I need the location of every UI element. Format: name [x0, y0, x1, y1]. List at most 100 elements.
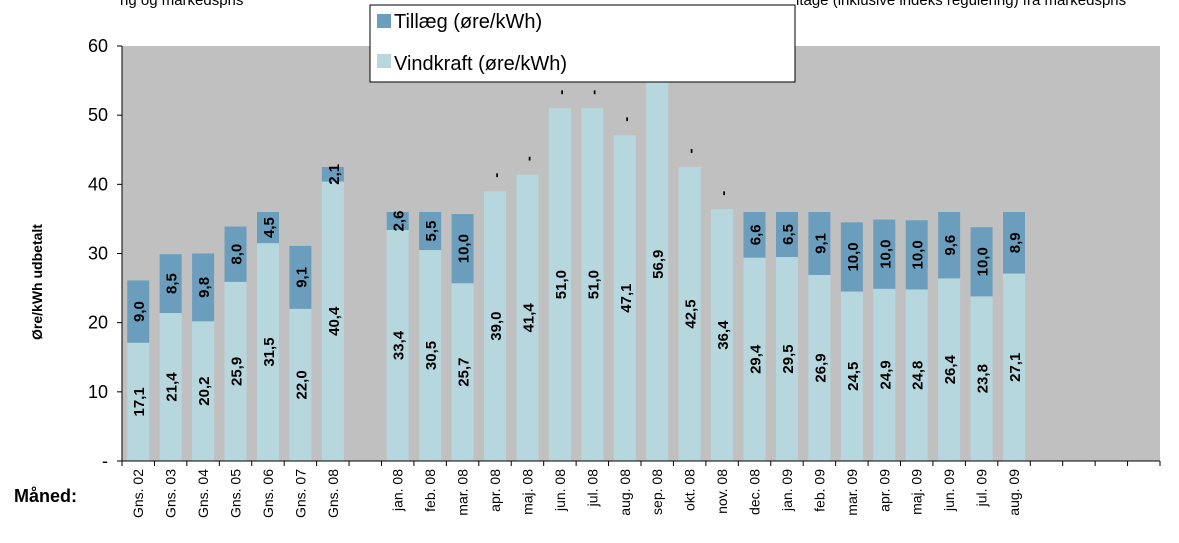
- x-tick-label: aug. 09: [1006, 469, 1022, 516]
- bar-tillaeg: [808, 212, 831, 275]
- bar-vindkraft: [711, 209, 734, 461]
- data-label-vindkraft: 22,0: [293, 370, 310, 399]
- bar-vindkraft: [289, 308, 312, 461]
- bar-vindkraft: [808, 274, 831, 461]
- data-label-vindkraft: 24,8: [910, 361, 927, 390]
- data-label-vindkraft: 51,0: [585, 270, 602, 299]
- x-tick-label: jul. 08: [584, 469, 600, 508]
- data-label-vindkraft: 25,9: [229, 357, 246, 386]
- y-tick-label: 10: [88, 382, 108, 402]
- data-label-tillaeg: 6,5: [780, 224, 797, 245]
- data-label-vindkraft: 24,5: [845, 362, 862, 391]
- legend-entry-tillaeg: Tillæg (øre/kWh): [394, 11, 542, 33]
- x-tick-label: jun. 09: [941, 469, 957, 512]
- y-tick-label: 30: [88, 244, 108, 264]
- x-tick-label: feb. 08: [422, 469, 438, 512]
- x-tick-label: sep. 08: [649, 469, 665, 515]
- data-label-tillaeg: 9,6: [942, 235, 959, 256]
- data-label-tillaeg: 9,1: [812, 233, 829, 254]
- x-tick-label: maj. 09: [909, 469, 925, 515]
- data-label-tillaeg: 5,5: [423, 221, 440, 242]
- bar-vindkraft: [970, 296, 993, 461]
- bar-vindkraft: [548, 108, 571, 461]
- bars-group: [127, 67, 1026, 462]
- x-tick-label: Gns. 06: [260, 469, 276, 518]
- x-tick-label: okt. 08: [682, 469, 698, 511]
- bar-vindkraft: [938, 278, 961, 461]
- x-tick-label: apr. 09: [876, 469, 892, 512]
- data-label-tillaeg: 10,0: [845, 242, 862, 271]
- x-tick-label: Gns. 07: [292, 469, 308, 518]
- x-tick-label: jan. 08: [390, 469, 406, 512]
- data-label-vindkraft: 21,4: [164, 372, 181, 402]
- data-label-vindkraft: 33,4: [391, 330, 408, 360]
- bar-tillaeg: [938, 212, 961, 279]
- bar-tillaeg: [873, 219, 896, 289]
- x-tick-label: jul. 09: [974, 469, 990, 508]
- x-axis-title: Måned:: [14, 486, 77, 506]
- data-label-tillaeg: -: [585, 90, 602, 95]
- data-label-tillaeg: 2,1: [326, 164, 343, 185]
- y-axis-title: Øre/kWh udbetalt: [29, 224, 45, 340]
- bar-tillaeg: [743, 212, 766, 258]
- chart-title-fragment-right: ltage (inklusive indeks regulering) fra …: [796, 0, 1126, 9]
- bar-tillaeg: [386, 212, 409, 230]
- bar-tillaeg: [905, 220, 928, 290]
- x-tick-label: Gns. 08: [325, 469, 341, 518]
- x-tick-label: maj. 08: [519, 469, 535, 515]
- data-label-tillaeg: 2,6: [391, 211, 408, 232]
- data-label-tillaeg: 9,0: [131, 301, 148, 322]
- data-label-vindkraft: 39,0: [488, 312, 505, 341]
- data-label-vindkraft: 27,1: [1007, 353, 1024, 382]
- data-label-tillaeg: 10,0: [910, 240, 927, 269]
- bar-tillaeg: [159, 254, 182, 313]
- data-label-vindkraft: 17,1: [131, 387, 148, 416]
- bar-vindkraft: [840, 291, 863, 461]
- data-label-tillaeg: 10,0: [456, 234, 473, 263]
- bar-tillaeg: [451, 214, 474, 284]
- bar-vindkraft: [224, 281, 247, 461]
- data-label-tillaeg: 8,5: [164, 273, 181, 294]
- data-label-vindkraft: 40,4: [326, 306, 343, 336]
- bar-vindkraft: [127, 342, 150, 461]
- bar-tillaeg: [321, 167, 344, 182]
- legend-entry-vindkraft: Vindkraft (øre/kWh): [394, 53, 567, 75]
- bar-tillaeg: [289, 245, 312, 309]
- x-tick-label: nov. 08: [714, 469, 730, 514]
- data-label-vindkraft: 29,5: [780, 344, 797, 373]
- bar-vindkraft: [386, 229, 409, 461]
- x-tick-label: dec. 08: [747, 469, 763, 515]
- bar-tillaeg: [256, 212, 279, 244]
- data-label-vindkraft: 47,1: [618, 284, 635, 313]
- x-tick-label: Gns. 05: [228, 469, 244, 518]
- data-label-vindkraft: 23,8: [975, 364, 992, 393]
- data-label-vindkraft: 26,9: [812, 353, 829, 382]
- bar-vindkraft: [905, 289, 928, 461]
- data-label-vindkraft: 29,4: [748, 344, 765, 374]
- bar-vindkraft: [743, 257, 766, 461]
- data-label-tillaeg: 9,8: [196, 277, 213, 298]
- bar-vindkraft: [775, 256, 798, 461]
- x-tick-label: Gns. 02: [130, 469, 146, 518]
- data-label-tillaeg: -: [715, 191, 732, 196]
- bar-vindkraft: [192, 321, 215, 461]
- x-tick-label: Gns. 03: [163, 469, 179, 518]
- data-label-tillaeg: 4,5: [261, 217, 278, 238]
- data-label-vindkraft: 51,0: [553, 270, 570, 299]
- bar-vindkraft: [1003, 273, 1026, 461]
- y-tick-label: 20: [88, 313, 108, 333]
- bar-vindkraft: [321, 181, 344, 462]
- bar-tillaeg: [970, 227, 993, 297]
- bar-vindkraft: [484, 191, 507, 461]
- x-tick-label: Gns. 04: [195, 469, 211, 518]
- x-tick-label: mar. 09: [844, 469, 860, 516]
- x-tick-label: feb. 09: [811, 469, 827, 512]
- y-tick-label: 50: [88, 105, 108, 125]
- bar-tillaeg: [840, 222, 863, 292]
- data-label-tillaeg: 10,0: [975, 247, 992, 276]
- data-label-tillaeg: -: [553, 90, 570, 95]
- data-label-tillaeg: -: [683, 149, 700, 154]
- x-tick-label: jan. 09: [779, 469, 795, 512]
- data-label-vindkraft: 26,4: [942, 354, 959, 384]
